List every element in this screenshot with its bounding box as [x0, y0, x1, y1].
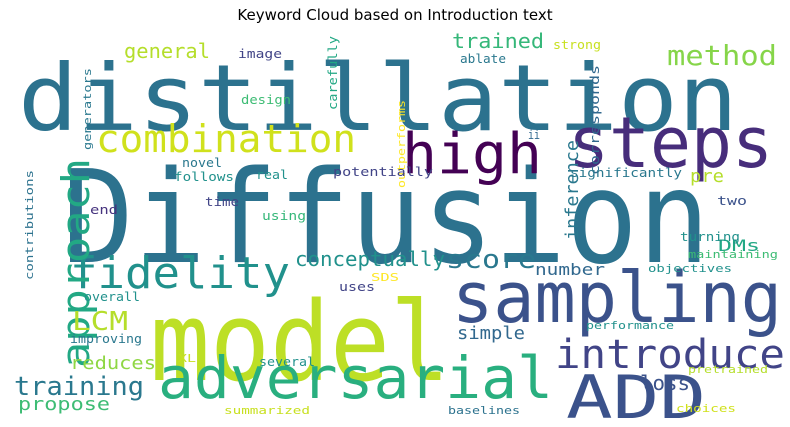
word-significantly: significantly — [570, 166, 682, 180]
word-design: design — [241, 93, 291, 107]
word-carefully: carefully — [326, 36, 340, 110]
word-dms: DMs — [718, 236, 760, 255]
word-objectives: objectives — [648, 262, 732, 275]
word-potentially: potentially — [333, 165, 433, 179]
word-baselines: baselines — [448, 404, 520, 417]
word-strong: strong — [553, 38, 601, 52]
word-contributions: contributions — [23, 170, 36, 280]
word-outperforms: outperforms — [395, 100, 408, 188]
word-sampling: sampling — [452, 257, 782, 339]
word-choices: choices — [676, 402, 736, 415]
word-training: training — [14, 372, 144, 402]
word-using: using — [262, 209, 306, 223]
word-overall: overall — [84, 290, 140, 304]
word-turning: turning — [680, 230, 740, 244]
word-novel: novel — [182, 156, 222, 170]
word-number: number — [535, 260, 605, 279]
word-general: general — [124, 39, 210, 63]
word-improving: improving — [70, 332, 142, 346]
word-fidelity: fidelity — [70, 248, 290, 299]
word-high: high — [402, 122, 542, 187]
word-time: time — [205, 195, 239, 209]
word-inference: inference — [562, 140, 583, 240]
word-conceptually: conceptually — [295, 247, 445, 271]
word-adversarial: adversarial — [158, 344, 553, 412]
word-ii: ii — [528, 128, 540, 142]
word-pre: pre — [690, 166, 724, 187]
word-distillation: distillation — [18, 45, 738, 152]
word-approach: approach — [54, 158, 98, 368]
word-two: two — [717, 194, 747, 208]
word-sds: SDS — [371, 271, 399, 284]
word-generators: generators — [81, 68, 94, 150]
word-method: method — [667, 39, 777, 72]
word-introduce: introduce — [555, 332, 785, 378]
word-model: model — [150, 278, 450, 406]
word-xl: XL — [178, 352, 197, 365]
word-real: real — [256, 168, 288, 182]
word-steps: steps — [568, 102, 773, 184]
word-diffusion: Diffusion — [62, 144, 710, 293]
word-performance: performance — [586, 319, 674, 332]
word-score: score — [446, 245, 536, 275]
word-trained: trained — [452, 29, 544, 53]
word-simple: simple — [457, 323, 525, 344]
word-end: end — [90, 203, 118, 217]
word-summarized: summarized — [224, 404, 310, 417]
chart-title: Keyword Cloud based on Introduction text — [237, 6, 553, 24]
word-image: image — [238, 47, 282, 61]
word-add: ADD — [566, 363, 706, 427]
word-corresponds: corresponds — [588, 65, 602, 175]
word-ablate: ablate — [460, 52, 506, 66]
word-combination: combination — [96, 117, 356, 161]
word-propose: propose — [18, 394, 110, 415]
word-uses: uses — [339, 280, 375, 294]
word-follows: follows — [174, 170, 234, 184]
word-loss: loss — [640, 371, 690, 395]
word-lcm: LCM — [72, 307, 128, 337]
word-reduces: reduces — [70, 353, 156, 374]
word-several: several — [259, 355, 315, 369]
word-maintaining: maintaining — [688, 248, 778, 261]
word-pretrained: pretrained — [688, 363, 768, 376]
